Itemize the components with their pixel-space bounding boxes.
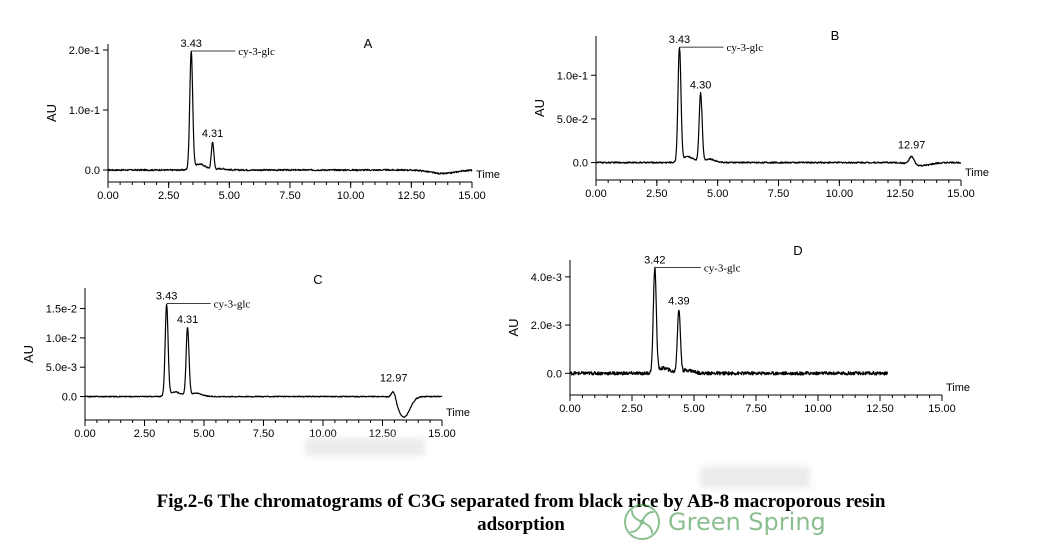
chromatogram-panel-a: 0.00 2.50 5.00 7.50 10.00 12.50 15.00 0.0 1.0e-1… <box>44 36 500 202</box>
x-tick-label: 0.00 <box>585 188 606 200</box>
caption-line-2: adsorption <box>477 514 565 535</box>
y-tick-label: 2.0e-1 <box>69 45 100 57</box>
y-tick-label: 4.0e-3 <box>531 272 562 284</box>
peak-label: 3.43 <box>156 291 177 303</box>
watermark: Green Spring <box>622 498 826 546</box>
peak-label: 12.97 <box>898 140 926 152</box>
x-tick-label: 12.50 <box>398 190 426 202</box>
y-tick-label: 1.0e-2 <box>46 333 77 345</box>
peak-label: 12.97 <box>380 373 408 385</box>
x-tick-label: 0.00 <box>559 403 580 415</box>
peak-label: 4.30 <box>690 79 711 91</box>
x-tick-label: 15.00 <box>458 190 486 202</box>
x-tick-label: 2.50 <box>646 188 667 200</box>
x-tick-label: 10.00 <box>337 190 365 202</box>
y-tick-label: 2.0e-3 <box>531 320 562 332</box>
x-tick-label: 0.00 <box>97 190 118 202</box>
x-axis-title: Time <box>946 382 970 394</box>
y-tick-label: 5.0e-3 <box>46 362 77 374</box>
x-tick-label: 15.00 <box>928 403 956 415</box>
y-tick-label: 0.0 <box>62 392 77 404</box>
x-tick-label: 10.00 <box>309 428 337 440</box>
watermark-text: Green Spring <box>668 508 826 536</box>
x-tick-label: 7.50 <box>768 188 789 200</box>
x-axis-title: Time <box>446 407 470 419</box>
peak-label: 3.43 <box>669 34 690 46</box>
x-tick-label: 0.00 <box>74 428 95 440</box>
panel-letter: C <box>313 272 322 287</box>
compound-label: cy-3-glc <box>238 46 275 58</box>
x-tick-label: 5.00 <box>193 428 214 440</box>
x-tick-label: 5.00 <box>219 190 240 202</box>
y-tick-label: 0.0 <box>85 165 100 177</box>
chromatogram-trace <box>595 47 962 167</box>
x-tick-label: 5.00 <box>683 403 704 415</box>
y-axis-title: AU <box>506 318 521 336</box>
y-tick-label: 5.0e-2 <box>557 114 588 126</box>
panel-letter: B <box>831 28 840 43</box>
y-tick-label: 1.5e-2 <box>46 304 77 316</box>
green-spring-logo-icon <box>624 504 660 540</box>
panel-letter: D <box>793 243 802 258</box>
caption-line-1: Fig.2-6 The chromatograms of C3G separat… <box>156 491 886 512</box>
x-tick-label: 10.00 <box>804 403 832 415</box>
x-tick-label: 2.50 <box>134 428 155 440</box>
x-tick-label: 2.50 <box>621 403 642 415</box>
peak-label: 4.31 <box>202 128 223 140</box>
compound-label: cy-3-glc <box>214 299 251 311</box>
panel-letter: A <box>364 36 373 51</box>
chromatogram-panel-d: 0.00 2.50 5.00 7.50 10.00 12.50 15.00 0.0 2.0e-3… <box>506 243 970 415</box>
y-axis-title: AU <box>44 104 59 122</box>
x-tick-label: 7.50 <box>253 428 274 440</box>
y-tick-label: 0.0 <box>573 158 588 170</box>
chromatogram-trace <box>84 303 443 418</box>
x-axis-title: Time <box>476 169 500 181</box>
peak-label: 4.39 <box>668 296 689 308</box>
chromatogram-trace <box>569 266 888 376</box>
compound-label: cy-3-glc <box>704 263 741 275</box>
x-tick-label: 7.50 <box>279 190 300 202</box>
x-tick-label: 7.50 <box>745 403 766 415</box>
blurred-region <box>700 466 810 488</box>
chromatogram-panel-c: 0.00 2.50 5.00 7.50 10.00 12.50 15.00 0.0 5.0e-3… <box>21 272 470 440</box>
x-tick-label: 12.50 <box>886 188 914 200</box>
figure-caption: Fig.2-6 The chromatograms of C3G separat… <box>40 490 1002 536</box>
y-axis-title: AU <box>21 345 36 363</box>
x-axis-title: Time <box>965 167 989 179</box>
peak-label: 4.31 <box>177 314 198 326</box>
chromatogram-panel-b: 0.00 2.50 5.00 7.50 10.00 12.50 15.00 0.0 5.0e-2… <box>532 28 989 200</box>
x-tick-label: 2.50 <box>158 190 179 202</box>
x-tick-label: 12.50 <box>866 403 894 415</box>
peak-label: 3.43 <box>181 38 202 50</box>
peak-label: 3.42 <box>644 255 665 267</box>
blurred-region <box>305 438 425 456</box>
x-tick-label: 10.00 <box>826 188 854 200</box>
y-axis-title: AU <box>532 99 547 117</box>
x-tick-label: 5.00 <box>707 188 728 200</box>
x-tick-label: 15.00 <box>428 428 456 440</box>
compound-label: cy-3-glc <box>726 42 763 54</box>
chromatogram-trace <box>107 50 473 175</box>
y-tick-label: 1.0e-1 <box>69 105 100 117</box>
x-tick-label: 15.00 <box>947 188 975 200</box>
y-tick-label: 1.0e-1 <box>557 70 588 82</box>
x-tick-label: 12.50 <box>369 428 397 440</box>
y-tick-label: 0.0 <box>547 368 562 380</box>
